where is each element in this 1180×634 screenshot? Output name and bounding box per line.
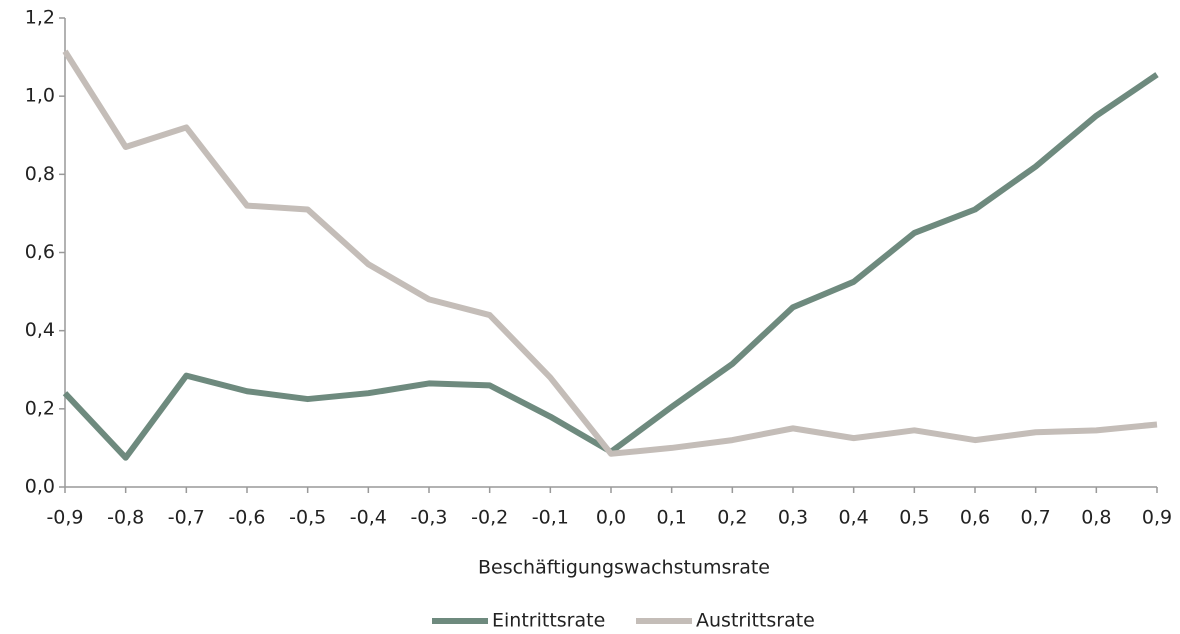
x-tick-label: -0,8 bbox=[107, 507, 144, 529]
x-tick-label: 0,6 bbox=[960, 507, 990, 529]
legend-label: Austrittsrate bbox=[696, 610, 815, 631]
x-tick-label: 0,8 bbox=[1081, 507, 1111, 529]
x-tick-label: 0,7 bbox=[1021, 507, 1051, 529]
x-tick-label: -0,9 bbox=[46, 507, 83, 529]
y-tick-label: 0,0 bbox=[25, 476, 55, 498]
y-tick-label: 0,6 bbox=[25, 241, 55, 263]
y-tick-label: 0,4 bbox=[25, 319, 55, 341]
y-tick-label: 0,8 bbox=[25, 163, 55, 185]
x-axis-label: Beschäftigungswachstumsrate bbox=[478, 557, 770, 579]
x-tick-label: -0,2 bbox=[471, 507, 508, 529]
line-series bbox=[62, 49, 1158, 457]
x-tick-label: 0,1 bbox=[657, 507, 687, 529]
x-tick-label: 0,3 bbox=[778, 507, 808, 529]
x-tick-label: -0,1 bbox=[532, 507, 569, 529]
x-tick-label: 0,0 bbox=[596, 507, 626, 529]
y-tick-label: 1,0 bbox=[25, 85, 55, 107]
x-tick-label: 0,9 bbox=[1142, 507, 1172, 529]
x-tick-label: -0,7 bbox=[168, 507, 205, 529]
y-tick-label: 0,2 bbox=[25, 397, 55, 419]
x-tick-label: -0,4 bbox=[350, 507, 387, 529]
x-tick-label: 0,5 bbox=[899, 507, 929, 529]
x-tick-label: -0,6 bbox=[228, 507, 265, 529]
x-tick-label: -0,5 bbox=[289, 507, 326, 529]
y-tick-label: 1,2 bbox=[25, 7, 55, 29]
x-tick-label: 0,2 bbox=[717, 507, 747, 529]
x-tick-label: 0,4 bbox=[839, 507, 869, 529]
x-tick-label: -0,3 bbox=[410, 507, 447, 529]
legend-label: Eintrittsrate bbox=[492, 610, 605, 631]
